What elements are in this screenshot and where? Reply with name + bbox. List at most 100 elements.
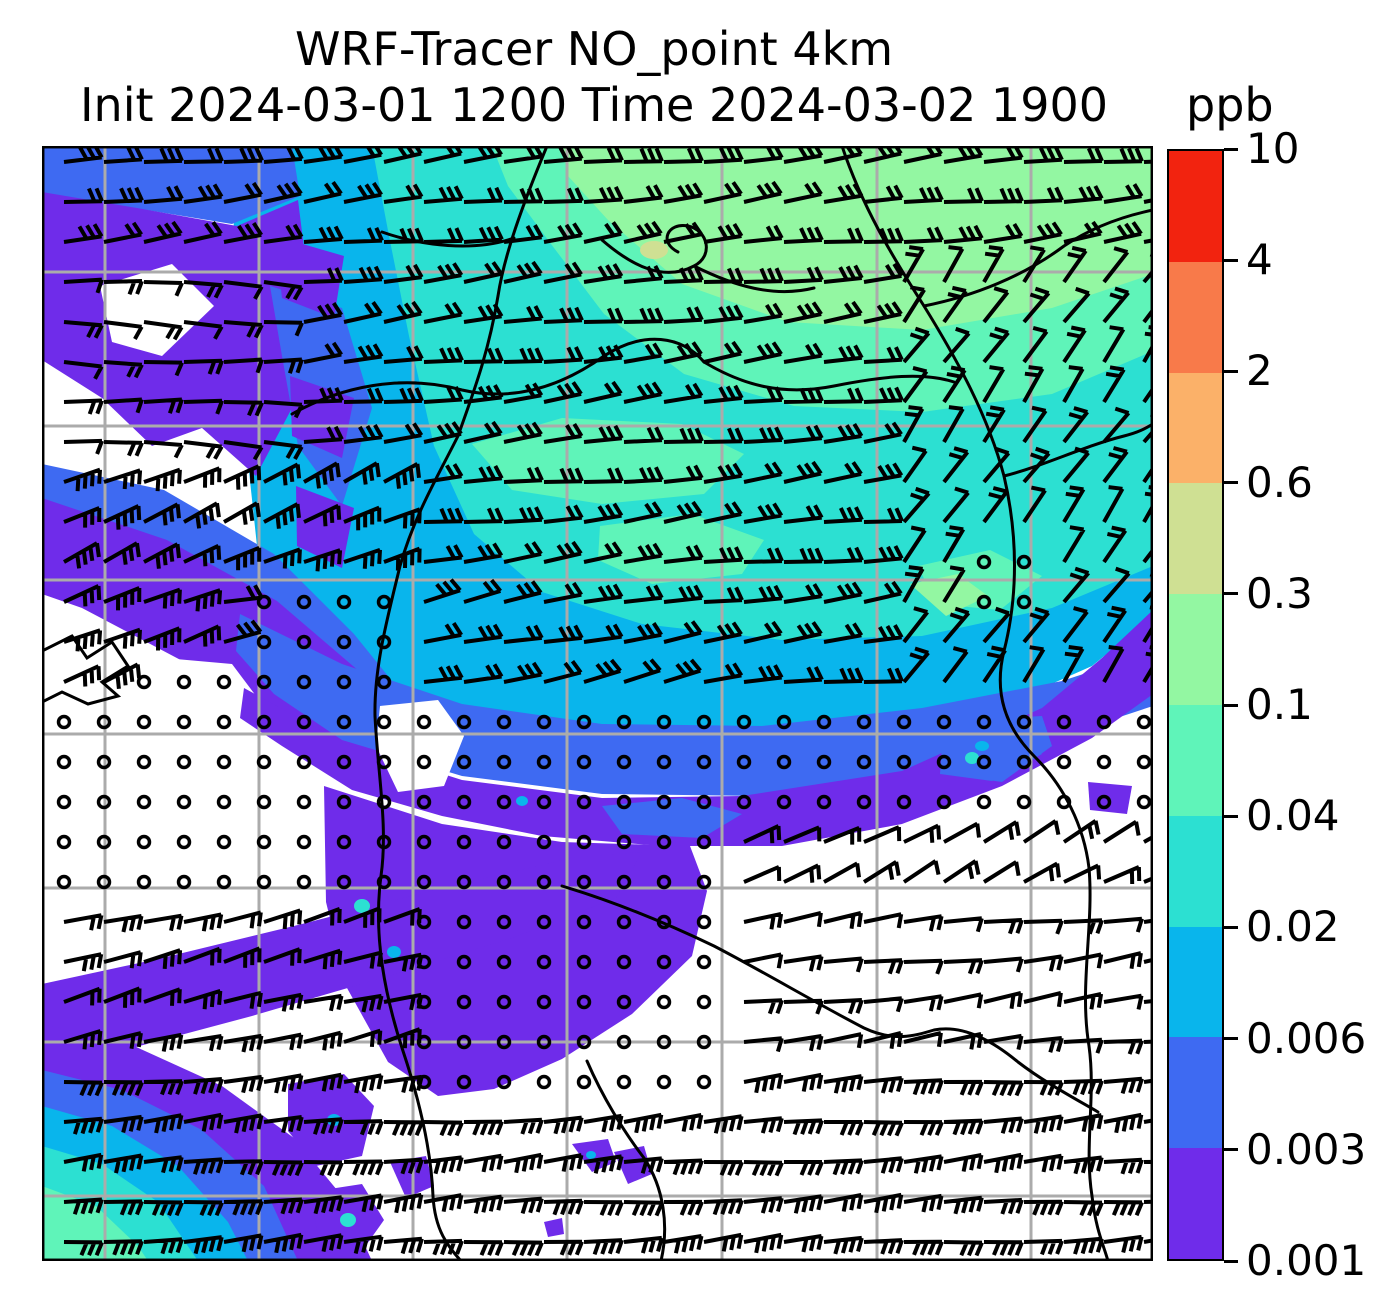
calm-wind-circle bbox=[216, 674, 232, 690]
calm-wind-circle bbox=[536, 994, 552, 1010]
calm-wind-circle bbox=[936, 714, 952, 730]
calm-wind-circle bbox=[1056, 714, 1072, 730]
calm-wind-circle bbox=[536, 874, 552, 890]
calm-wind-circle bbox=[176, 874, 192, 890]
calm-wind-circle bbox=[336, 714, 352, 730]
colorbar-tick bbox=[1224, 147, 1238, 151]
calm-wind-circle bbox=[456, 954, 472, 970]
calm-wind-circle bbox=[456, 754, 472, 770]
calm-wind-circle bbox=[696, 1074, 712, 1090]
calm-wind-circle bbox=[576, 794, 592, 810]
calm-wind-circle bbox=[536, 954, 552, 970]
colorbar-tick-label: 0.6 bbox=[1246, 457, 1313, 507]
calm-wind-circle bbox=[496, 714, 512, 730]
calm-wind-circle bbox=[336, 594, 352, 610]
calm-wind-circle bbox=[216, 834, 232, 850]
calm-wind-circle bbox=[136, 834, 152, 850]
calm-wind-circle bbox=[296, 834, 312, 850]
calm-wind-circle bbox=[1096, 714, 1112, 730]
colorbar-tick-label: 4 bbox=[1246, 235, 1273, 285]
calm-wind-circle bbox=[376, 594, 392, 610]
calm-wind-circle bbox=[896, 794, 912, 810]
calm-wind-circle bbox=[736, 754, 752, 770]
calm-wind-circle bbox=[416, 834, 432, 850]
map-border bbox=[42, 146, 1153, 1261]
colorbar-tick-label: 0.1 bbox=[1246, 680, 1313, 729]
calm-wind-circle bbox=[1056, 754, 1072, 770]
calm-wind-circle bbox=[816, 754, 832, 770]
calm-wind-circle bbox=[56, 714, 72, 730]
calm-wind-circle bbox=[416, 754, 432, 770]
calm-wind-circle bbox=[576, 1074, 592, 1090]
calm-wind-circle bbox=[136, 794, 152, 810]
calm-wind-circle bbox=[496, 794, 512, 810]
colorbar-tick bbox=[1224, 369, 1238, 373]
calm-wind-circle bbox=[376, 754, 392, 770]
calm-wind-circle bbox=[696, 754, 712, 770]
colorbar-tick-label: 0.04 bbox=[1246, 791, 1340, 841]
calm-wind-circle bbox=[736, 794, 752, 810]
calm-wind-circle bbox=[96, 754, 112, 770]
calm-wind-circle bbox=[576, 714, 592, 730]
calm-wind-circle bbox=[656, 1074, 672, 1090]
calm-wind-circle bbox=[976, 554, 992, 570]
calm-wind-circle bbox=[536, 1034, 552, 1050]
colorbar-tick-label: 0.006 bbox=[1246, 1013, 1367, 1063]
calm-wind-circle bbox=[656, 874, 672, 890]
field-spot-turquoise bbox=[965, 752, 979, 764]
field-spot-turquoise bbox=[340, 1213, 356, 1227]
calm-wind-circle bbox=[616, 994, 632, 1010]
calm-wind-circle bbox=[416, 714, 432, 730]
calm-wind-circle bbox=[496, 994, 512, 1010]
calm-wind-circle bbox=[456, 1034, 472, 1050]
colorbar-segment bbox=[1169, 815, 1222, 927]
calm-wind-circle bbox=[1016, 794, 1032, 810]
calm-wind-circle bbox=[1096, 794, 1112, 810]
calm-wind-circle bbox=[296, 594, 312, 610]
colorbar-tick-label: 0.003 bbox=[1246, 1124, 1367, 1174]
colorbar-segment bbox=[1169, 372, 1222, 484]
calm-wind-circle bbox=[536, 754, 552, 770]
calm-wind-circle bbox=[536, 834, 552, 850]
calm-wind-circle bbox=[296, 634, 312, 650]
calm-wind-circle bbox=[296, 754, 312, 770]
calm-wind-circle bbox=[696, 994, 712, 1010]
calm-wind-circle bbox=[56, 874, 72, 890]
colorbar-units-label: ppb bbox=[1186, 78, 1274, 132]
calm-wind-circle bbox=[656, 754, 672, 770]
calm-wind-circle bbox=[1096, 754, 1112, 770]
calm-wind-circle bbox=[256, 754, 272, 770]
calm-wind-circle bbox=[56, 754, 72, 770]
field-region-white bbox=[100, 264, 214, 356]
colorbar-tick-label: 2 bbox=[1246, 346, 1273, 396]
calm-wind-circle bbox=[496, 1034, 512, 1050]
calm-wind-circle bbox=[1136, 714, 1152, 730]
calm-wind-circle bbox=[496, 954, 512, 970]
field-spot-khaki bbox=[640, 241, 668, 259]
chart-subtitle: Init 2024-03-01 1200 Time 2024-03-02 190… bbox=[79, 78, 1108, 132]
calm-wind-circle bbox=[336, 634, 352, 650]
calm-wind-circle bbox=[336, 674, 352, 690]
calm-wind-circle bbox=[856, 794, 872, 810]
calm-wind-circle bbox=[56, 794, 72, 810]
calm-wind-circle bbox=[416, 1034, 432, 1050]
calm-wind-circle bbox=[376, 834, 392, 850]
calm-wind-circle bbox=[256, 634, 272, 650]
colorbar-segment bbox=[1169, 151, 1222, 262]
calm-wind-circle bbox=[456, 834, 472, 850]
calm-wind-circle bbox=[1056, 794, 1072, 810]
calm-wind-circle bbox=[896, 714, 912, 730]
calm-wind-circle bbox=[696, 794, 712, 810]
calm-wind-circle bbox=[376, 674, 392, 690]
calm-wind-circle bbox=[536, 794, 552, 810]
colorbar-tick bbox=[1224, 258, 1238, 262]
calm-wind-circle bbox=[336, 754, 352, 770]
calm-wind-circle bbox=[456, 794, 472, 810]
field-region-purple bbox=[544, 1218, 564, 1237]
calm-wind-circle bbox=[656, 954, 672, 970]
calm-wind-circle bbox=[1136, 794, 1152, 810]
wind-barbs bbox=[56, 146, 1153, 1257]
calm-wind-circle bbox=[936, 754, 952, 770]
calm-wind-circle bbox=[616, 874, 632, 890]
